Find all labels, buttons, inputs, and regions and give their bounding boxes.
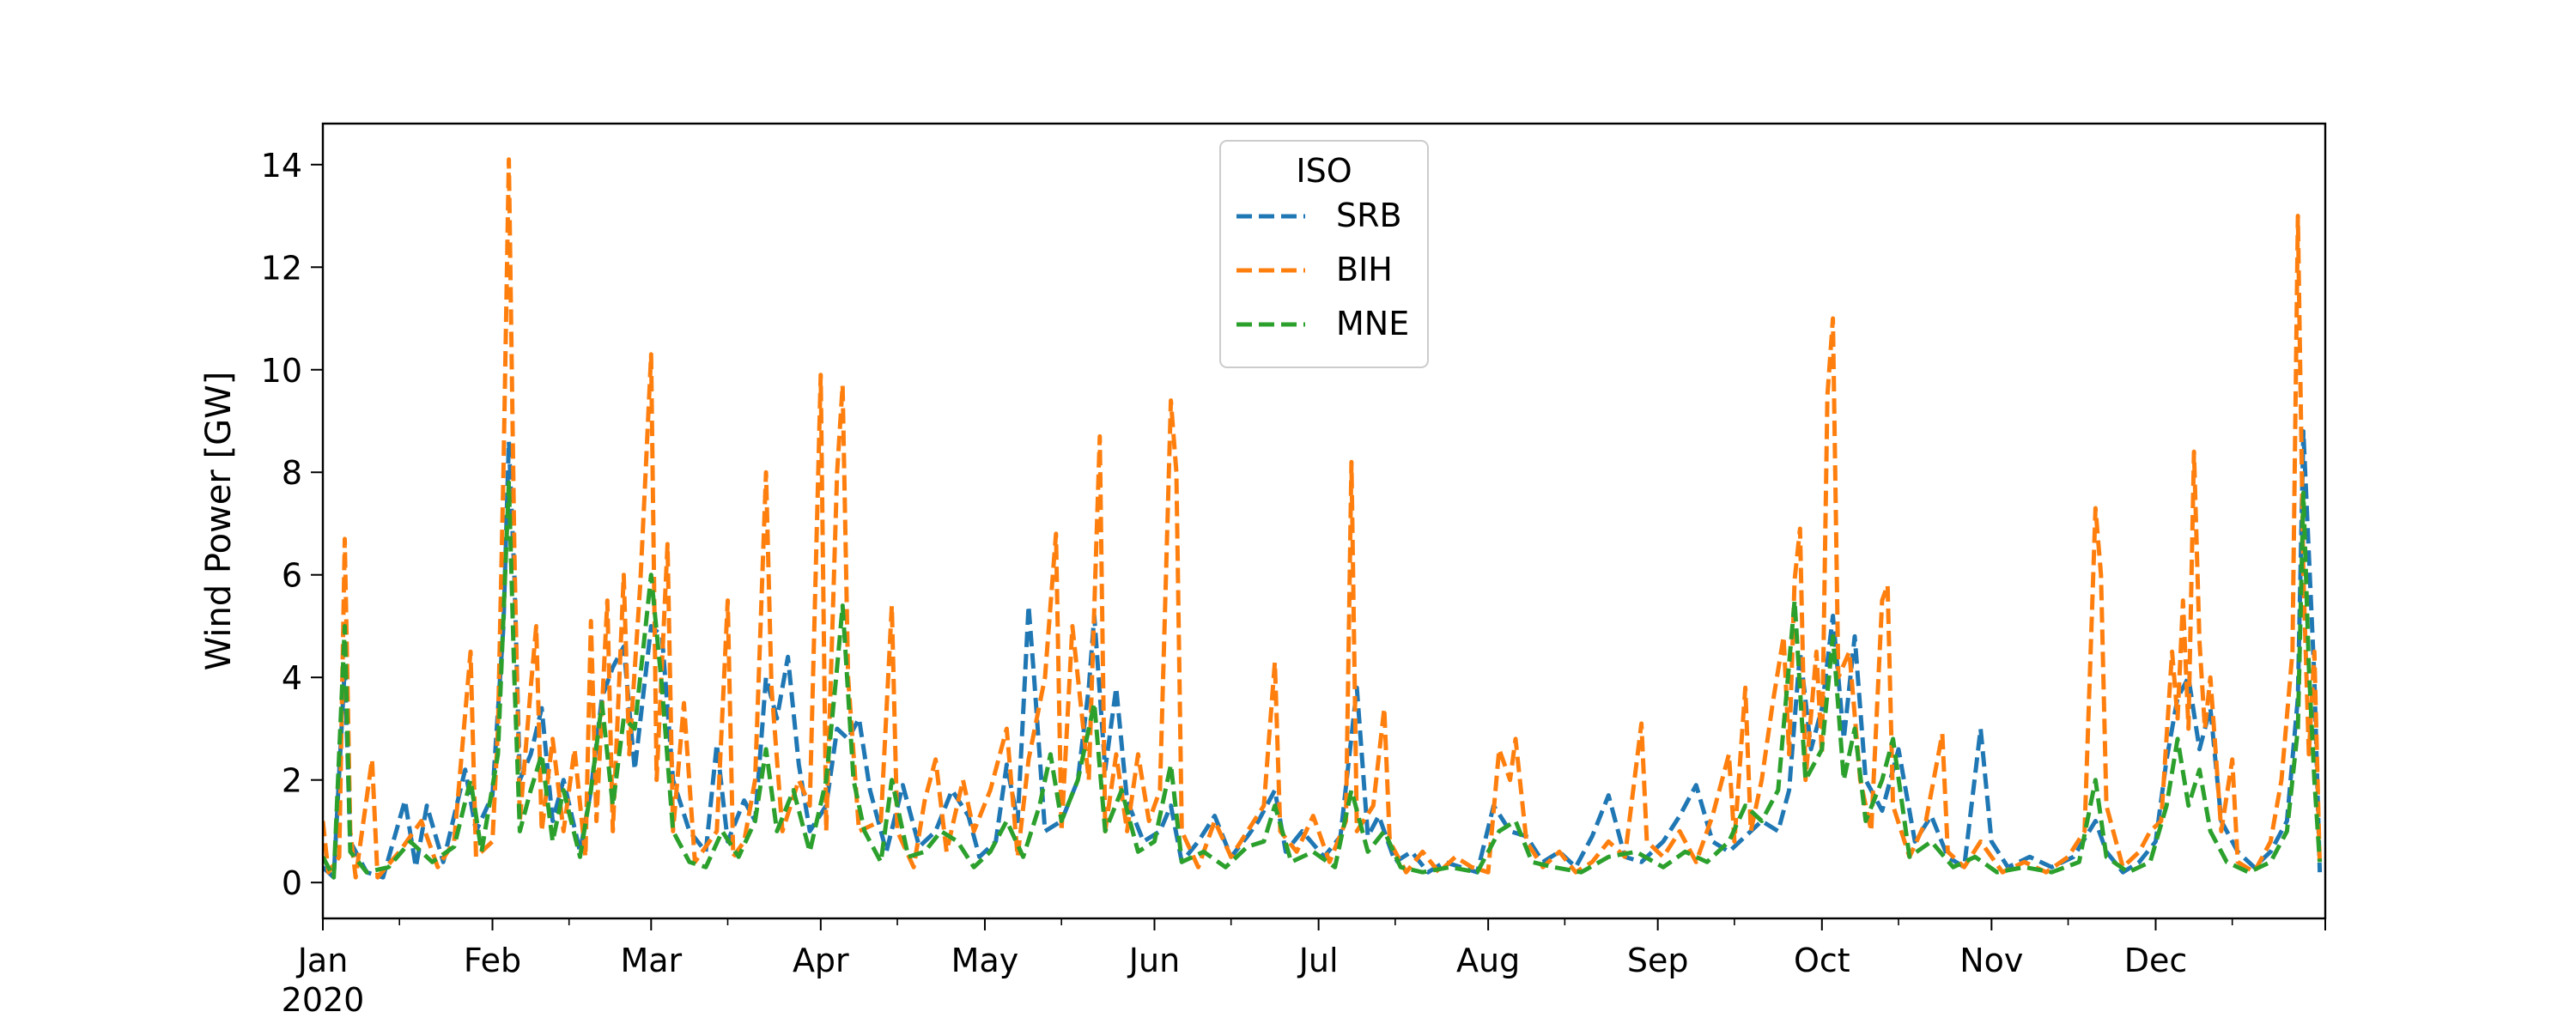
series-line-bih: [323, 157, 2323, 880]
y-tick-label: 8: [282, 454, 302, 492]
y-tick-label: 6: [282, 557, 302, 595]
x-tick-label: Oct: [1794, 942, 1850, 979]
legend-label-bih: BIH: [1336, 251, 1393, 288]
x-tick-sublabel: 2020: [282, 981, 365, 1019]
legend-label-mne: MNE: [1336, 305, 1409, 342]
x-tick-label: Apr: [793, 942, 849, 979]
series-layer: [323, 157, 2323, 880]
x-tick-label: Feb: [464, 942, 521, 979]
legend-frame: [1219, 140, 1429, 368]
legend: ISO SRB BIH MNE: [1219, 140, 1429, 368]
y-tick-label: 12: [261, 249, 302, 287]
y-axis-label: Wind Power [GW]: [199, 372, 239, 671]
y-tick-label: 0: [282, 864, 302, 902]
x-tick-label: Nov: [1959, 942, 2023, 979]
x-tick-label: Dec: [2124, 942, 2188, 979]
x-tick-label: Jan: [296, 942, 349, 979]
series-line-srb: [323, 429, 2323, 880]
legend-label-srb: SRB: [1336, 197, 1402, 234]
y-tick-label: 2: [282, 762, 302, 800]
series-line-mne: [323, 480, 2323, 880]
x-tick-label: Mar: [620, 942, 682, 979]
plot-frame: [321, 122, 2327, 920]
x-tick-label: Aug: [1456, 942, 1520, 979]
x-tick-label: May: [951, 942, 1019, 979]
x-tick-label: Jun: [1127, 942, 1180, 979]
y-tick-label: 14: [261, 147, 302, 185]
x-tick-label: Jul: [1297, 942, 1339, 979]
x-tick-label: Sep: [1627, 942, 1689, 979]
y-axis: 0 2 4 6 8 10 12 14: [261, 147, 323, 902]
legend-title: ISO: [1296, 152, 1352, 190]
y-tick-label: 10: [261, 352, 302, 390]
y-tick-label: 4: [282, 659, 302, 697]
